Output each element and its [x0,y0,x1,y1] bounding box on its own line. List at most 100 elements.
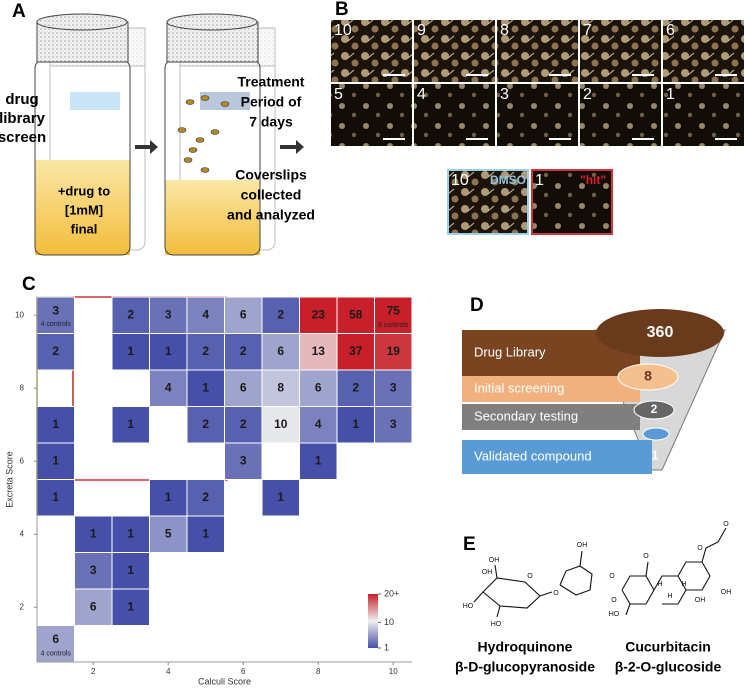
cell-value: 2 [202,344,209,358]
cell-value: 1 [127,417,134,431]
panel-label: D [470,295,484,316]
cell-value: 1 [202,380,209,394]
cell-value: 2 [202,490,209,504]
micrograph [531,169,613,235]
score-label: 5 [334,86,343,103]
compound-name: Cucurbitacin [625,639,711,655]
x-tick-label: 6 [241,667,246,676]
condition-label: "hit" [580,173,606,187]
panel-label: E [463,534,476,555]
score-label: 10 [334,22,352,39]
heatmap-cell [374,406,413,444]
cell-value: 2 [52,344,59,358]
y-tick-label: 4 [20,529,25,538]
micrograph [580,84,661,146]
heatmap-cell [336,296,375,334]
step-label: Period of [241,94,302,110]
atom-label: O [611,597,617,604]
cell-value: 2 [277,307,284,321]
score-label: 1 [666,86,675,103]
y-tick-label: 6 [20,456,25,465]
cell-value: 3 [52,303,59,317]
atom-label: H [681,581,686,588]
cell-value: 6 [240,380,247,394]
cell-value: 10 [274,417,288,431]
panel-label: A [12,1,26,22]
side-label: drug [5,91,38,108]
heatmap-cell [111,552,150,590]
colorbar [368,594,378,648]
heatmap-cell [261,406,300,444]
heatmap-cell [36,406,75,444]
heatmap-cell [299,333,338,371]
micrograph [414,20,495,82]
y-tick-label: 8 [20,383,25,392]
micrograph [497,20,578,82]
cell-value: 1 [165,490,172,504]
heatmap-cell [36,333,75,371]
heatmap-cell [224,442,263,480]
score-label: 4 [417,86,426,103]
atom-label: H [657,581,662,588]
step-label: collected [241,187,302,203]
cell-value: 1 [127,344,134,358]
micrograph [497,84,578,146]
atom-label: O [527,573,533,580]
condition-label: DMSO [490,173,526,187]
micrograph [663,84,744,146]
micrograph [447,169,529,235]
cell-value: 4 [165,380,172,394]
cell-value: 6 [90,599,97,613]
score-label: 6 [666,22,675,39]
cell-value: 1 [52,490,59,504]
atom-label: OH [577,542,588,549]
colorbar-label: 20+ [384,588,399,598]
panel-label: B [335,0,349,20]
structures [473,527,727,618]
heatmap-cell [224,406,263,444]
cell-value: 1 [127,599,134,613]
heatmap-cell [36,442,75,480]
stage-label: Drug Library [474,344,546,359]
heatmap-cell [261,296,300,334]
heatmap-cell [261,333,300,371]
cell-value: 3 [165,307,172,321]
stage-count: 8 [644,368,652,384]
score-label: 3 [500,86,509,103]
cell-value: 3 [90,563,97,577]
atom-label: O [553,590,559,597]
heatmap-cell [149,479,188,517]
cell-value: 4 [315,417,322,431]
heatmap-cell [336,333,375,371]
atom-label: OH [489,557,500,564]
score-label: 10 [451,172,469,189]
cell-value: 37 [349,344,363,358]
step-label: Coverslips [235,167,307,183]
heatmap-cell [374,369,413,407]
cell-value: 3 [240,453,247,467]
y-axis-label: Excreta Score [4,451,14,508]
heatmap-cell [224,333,263,371]
y-tick-label: 10 [15,310,24,319]
stage-label: Secondary testing [474,408,578,423]
cell-value: 8 [277,380,284,394]
compound-name: Hydroquinone [478,639,573,655]
heatmap-cell [186,296,225,334]
cell-value: 13 [312,344,326,358]
colorbar-label: 1 [384,642,389,652]
step-label: and analyzed [227,207,315,223]
cell-value: 58 [349,307,363,321]
micrograph [414,84,495,146]
stage-count: 2 [651,402,658,416]
cell-value: 1 [127,526,134,540]
heatmap-cell [336,369,375,407]
micrograph [663,20,744,82]
heatmap-cell [261,369,300,407]
compound-name: β-D-glucopyranoside [455,659,595,675]
heatmap-cell [186,515,225,553]
atom-label: OH [721,589,732,596]
cell-value: 2 [127,307,134,321]
cell-value: 1 [90,526,97,540]
